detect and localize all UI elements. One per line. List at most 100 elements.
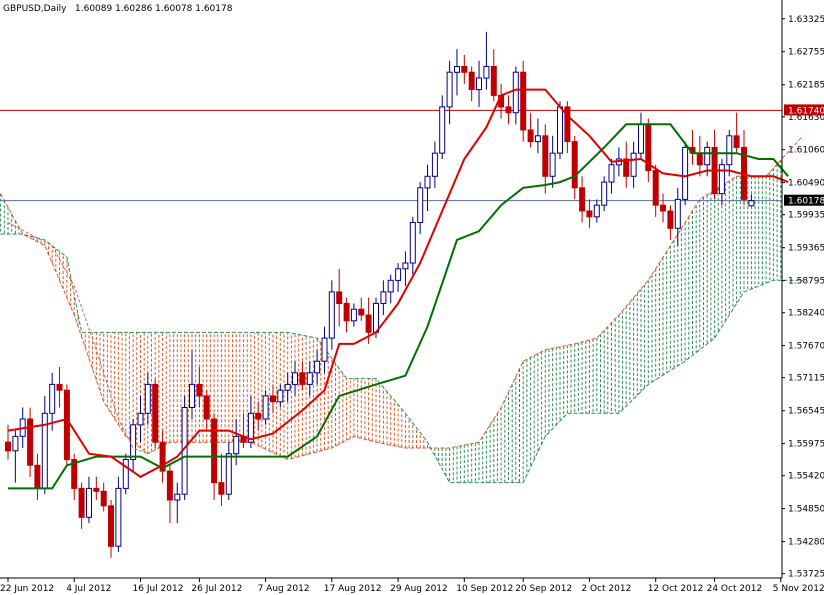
candle (571, 135, 578, 200)
candle (748, 194, 755, 207)
candle-body (152, 383, 159, 443)
candle (409, 216, 416, 275)
y-tick-label: 1.56545 (788, 407, 824, 417)
candle-body (49, 383, 56, 414)
candle-body (358, 308, 365, 316)
candle-body (534, 135, 541, 143)
candle-body (417, 187, 424, 224)
candle (527, 112, 534, 148)
candle-body (144, 383, 151, 414)
candle (542, 124, 549, 194)
candle (328, 280, 335, 350)
candle-body (505, 106, 512, 114)
candle-body (314, 360, 321, 374)
candle-body (56, 383, 63, 391)
candle-body (476, 77, 482, 91)
tenkan-sen-line (7, 88, 789, 478)
candle (321, 326, 328, 373)
candle-body (159, 441, 166, 472)
candle-body (520, 71, 527, 131)
candle-body (549, 152, 556, 177)
candle-body (122, 459, 129, 489)
candle (196, 367, 203, 408)
y-tick-label: 1.53725 (788, 570, 824, 580)
candle-body (365, 314, 372, 333)
candle (350, 303, 357, 327)
y-tick-label: 1.63325 (788, 15, 824, 25)
candle (431, 141, 438, 188)
candle-body (196, 383, 203, 397)
candle-body (93, 487, 100, 492)
candle-body (424, 175, 431, 189)
candle (218, 453, 225, 506)
candle-body (674, 198, 681, 229)
candle (476, 60, 482, 107)
y-axis-ticks: 1.63325 1.62755 1.62185 1.61630 1.61060 1.604… (782, 15, 824, 580)
candle (137, 395, 144, 443)
x-tick-label: 4 Jul 2012 (66, 584, 111, 594)
candle-body (174, 493, 181, 501)
candle (343, 297, 350, 333)
candle (468, 66, 475, 102)
candle (718, 159, 725, 206)
candle-body (86, 487, 92, 518)
candle (270, 384, 276, 414)
candle-body (718, 164, 725, 195)
candle-body (63, 389, 70, 461)
candle (262, 390, 269, 425)
x-tick-label: 5 Nov 2012 (773, 584, 824, 594)
y-tick-label: 1.62755 (788, 48, 824, 58)
candle-body (255, 412, 262, 420)
candle-body (299, 372, 306, 385)
senkou-span-b-line (0, 233, 803, 484)
candle (417, 182, 424, 235)
last-price-tag-label: 1.60178 (788, 197, 824, 207)
candle-body (733, 135, 740, 148)
candle-body (395, 268, 402, 281)
candle (380, 280, 387, 315)
x-tick-label: 16 Jul 2012 (133, 584, 184, 594)
candle (520, 60, 527, 142)
candle-body (218, 482, 225, 495)
candle-body (166, 470, 173, 501)
horizontal-level-tag-label: 1.61740 (788, 106, 824, 116)
candle-body (115, 487, 122, 547)
candle-body (225, 453, 232, 495)
x-tick-label: 24 Oct 2012 (707, 584, 763, 594)
candle (395, 263, 402, 292)
candle (733, 112, 740, 154)
candle-body (71, 459, 78, 489)
senkou-span-a-line (0, 135, 804, 461)
candle-body (373, 302, 379, 333)
candle (63, 384, 70, 466)
candle (115, 476, 122, 552)
y-tick-label: 1.55420 (788, 472, 824, 482)
y-tick-label: 1.57670 (788, 342, 824, 352)
y-tick-label: 1.54850 (788, 505, 824, 515)
candle-body (652, 170, 659, 206)
chart-symbol-label: GBPUSD,Daily (3, 4, 67, 14)
candle (100, 482, 107, 512)
candle-body (270, 395, 276, 403)
candle (512, 66, 519, 125)
y-tick-label: 1.61060 (788, 146, 824, 156)
candle-body (387, 279, 394, 293)
candle (652, 164, 659, 217)
candle (358, 297, 365, 321)
candle-body (483, 66, 490, 79)
candle (49, 372, 56, 431)
candle (122, 453, 129, 495)
candle (71, 453, 78, 500)
chart-ohlc-readout: 1.60089 1.60286 1.60078 1.60178 (75, 4, 233, 14)
candle-body (409, 222, 416, 264)
y-tick-label: 1.58795 (788, 277, 824, 287)
candle-body (630, 152, 637, 177)
candle-body (461, 66, 468, 73)
y-tick-label: 1.55975 (788, 440, 824, 450)
candle (534, 118, 541, 154)
candle-body (306, 372, 313, 385)
candle-body (593, 204, 600, 218)
candle-body (527, 129, 534, 143)
